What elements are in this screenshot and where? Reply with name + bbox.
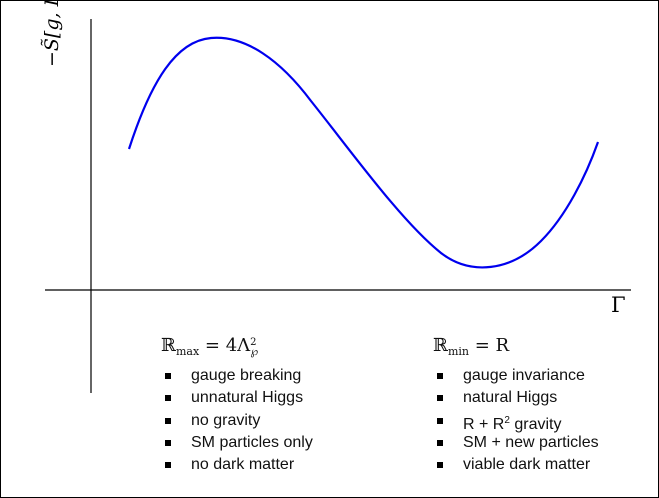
min-regime-heading: ℝmin = R [433,335,510,358]
list-item: R + R2 gravity [433,410,599,433]
bullet-icon [165,462,171,469]
list-item: SM particles only [161,432,313,454]
list-item: no gravity [161,410,313,432]
max-regime-heading: ℝmax = 4Λ2℘ [161,335,259,358]
list-item: SM + new particles [433,432,599,454]
min-regime-list: gauge invariance natural Higgs R + R2 gr… [433,365,599,476]
bullet-icon [437,439,443,446]
x-axis-label: Γ [611,293,626,317]
bullet-icon [165,439,171,446]
action-curve [127,36,600,269]
bullet-icon [437,417,443,424]
list-item: natural Higgs [433,387,599,409]
list-item: viable dark matter [433,454,599,476]
bullet-icon [165,373,171,379]
bullet-icon [437,462,443,469]
list-item: no dark matter [161,454,313,476]
bullet-icon [165,395,171,402]
max-regime-list: gauge breaking unnatural Higgs no gravit… [161,365,313,476]
list-item: gauge invariance [433,365,599,387]
bullet-icon [437,395,443,402]
bullet-icon [437,373,443,379]
max-regime-block: ℝmax = 4Λ2℘ gauge breaking unnatural Hig… [161,335,313,476]
min-regime-block: ℝmin = R gauge invariance natural Higgs … [433,335,599,476]
bullet-icon [165,417,171,424]
list-item: unnatural Higgs [161,387,313,409]
y-axis-label: −S̃[g, Γ] [41,0,63,67]
list-item: gauge breaking [161,365,313,387]
